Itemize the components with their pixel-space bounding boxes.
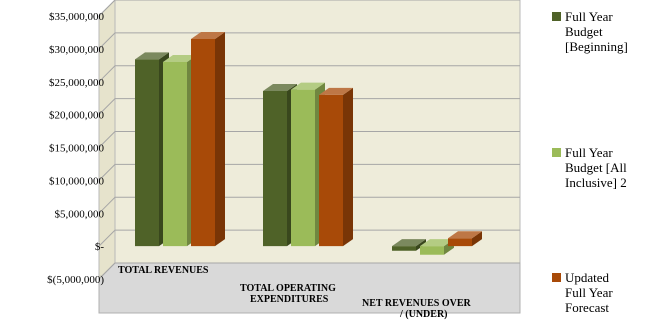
legend-label: Updated Full Year Forecast (565, 270, 613, 315)
gridline (98, 32, 520, 50)
category-label: TOTAL REVENUES (118, 265, 209, 276)
gridline (98, 0, 520, 17)
y-tick-label: $(5,000,000) (47, 274, 104, 286)
bar (191, 32, 225, 247)
y-tick-label: $- (95, 241, 105, 253)
legend-swatch (552, 12, 561, 21)
gridline (98, 65, 520, 83)
legend-label: Full Year Budget [Beginning] (565, 9, 628, 54)
bar (392, 239, 426, 251)
category-label: TOTAL OPERATING EXPENDITURES (240, 283, 336, 305)
bar (319, 87, 353, 247)
y-tick-label: $5,000,000 (55, 208, 105, 220)
legend-label: Full Year Budget [All Inclusive] 2 (565, 145, 627, 190)
y-tick-label: $20,000,000 (49, 110, 105, 122)
category-label: NET REVENUES OVER / (UNDER) (362, 298, 472, 320)
legend-swatch (552, 273, 561, 282)
gridline (98, 163, 520, 181)
gridline (98, 196, 520, 214)
bar (448, 231, 482, 247)
y-tick-label: $10,000,000 (49, 175, 105, 187)
y-tick-label: $25,000,000 (49, 77, 105, 89)
y-tick-label: $15,000,000 (49, 143, 105, 155)
gridline (98, 262, 520, 280)
gridline (98, 98, 520, 115)
y-tick-label: $30,000,000 (49, 44, 105, 56)
gridline (98, 131, 520, 148)
gridline (98, 229, 520, 247)
y-tick-label: $35,000,000 (49, 11, 105, 23)
legend-swatch (552, 148, 561, 157)
